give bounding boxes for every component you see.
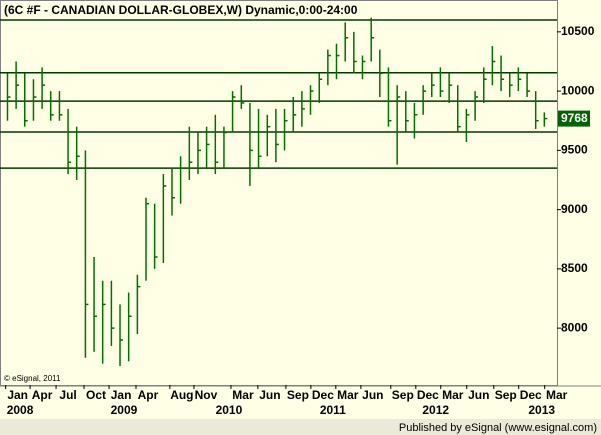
year-label: 2009 xyxy=(111,403,138,417)
x-tick-label: Jun xyxy=(468,388,489,402)
last-value-label: 9768 xyxy=(561,111,588,125)
x-tick-label: Mar xyxy=(442,388,464,402)
x-tick-label: Dec xyxy=(312,388,334,402)
year-label: 2011 xyxy=(320,403,346,417)
x-tick-label: Mar xyxy=(546,388,568,402)
x-tick-label: Apr xyxy=(138,388,159,402)
x-tick-label: Dec xyxy=(417,388,439,402)
y-tick-label: 8000 xyxy=(561,320,588,334)
year-label: 2012 xyxy=(422,403,449,417)
y-tick-label: 10000 xyxy=(561,83,595,97)
chart-title: (6C #F - CANADIAN DOLLAR-GLOBEX,W) Dynam… xyxy=(4,3,358,17)
year-label: 2013 xyxy=(528,403,555,417)
x-tick-label: Sep xyxy=(392,388,414,402)
x-tick-label: Jan xyxy=(111,388,132,402)
x-tick-label: Nov xyxy=(195,388,218,402)
x-tick-label: Mar xyxy=(232,388,254,402)
x-tick-label: Jan xyxy=(7,388,28,402)
x-tick-label: Mar xyxy=(337,388,359,402)
year-label: 2008 xyxy=(7,403,34,417)
x-tick-label: Jun xyxy=(362,388,383,402)
x-tick-label: Jun xyxy=(259,388,280,402)
y-tick-label: 8500 xyxy=(561,261,588,275)
x-tick-label: Jul xyxy=(59,388,76,402)
x-tick-label: Aug xyxy=(170,388,193,402)
x-tick-label: Dec xyxy=(520,388,542,402)
last-value-box xyxy=(558,110,590,127)
footer: Published by eSignal (www.esignal.com) xyxy=(399,422,597,434)
y-tick-label: 9500 xyxy=(561,143,588,157)
x-tick-label: Sep xyxy=(287,388,309,402)
x-tick-label: Apr xyxy=(32,388,53,402)
y-tick-label: 9000 xyxy=(561,202,588,216)
year-label: 2010 xyxy=(216,403,243,417)
x-tick-label: Oct xyxy=(86,388,106,402)
footer-bar xyxy=(0,419,601,435)
credit: © eSignal, 2011 xyxy=(4,374,61,383)
y-tick-label: 10500 xyxy=(561,24,595,38)
x-tick-label: Sep xyxy=(495,388,517,402)
